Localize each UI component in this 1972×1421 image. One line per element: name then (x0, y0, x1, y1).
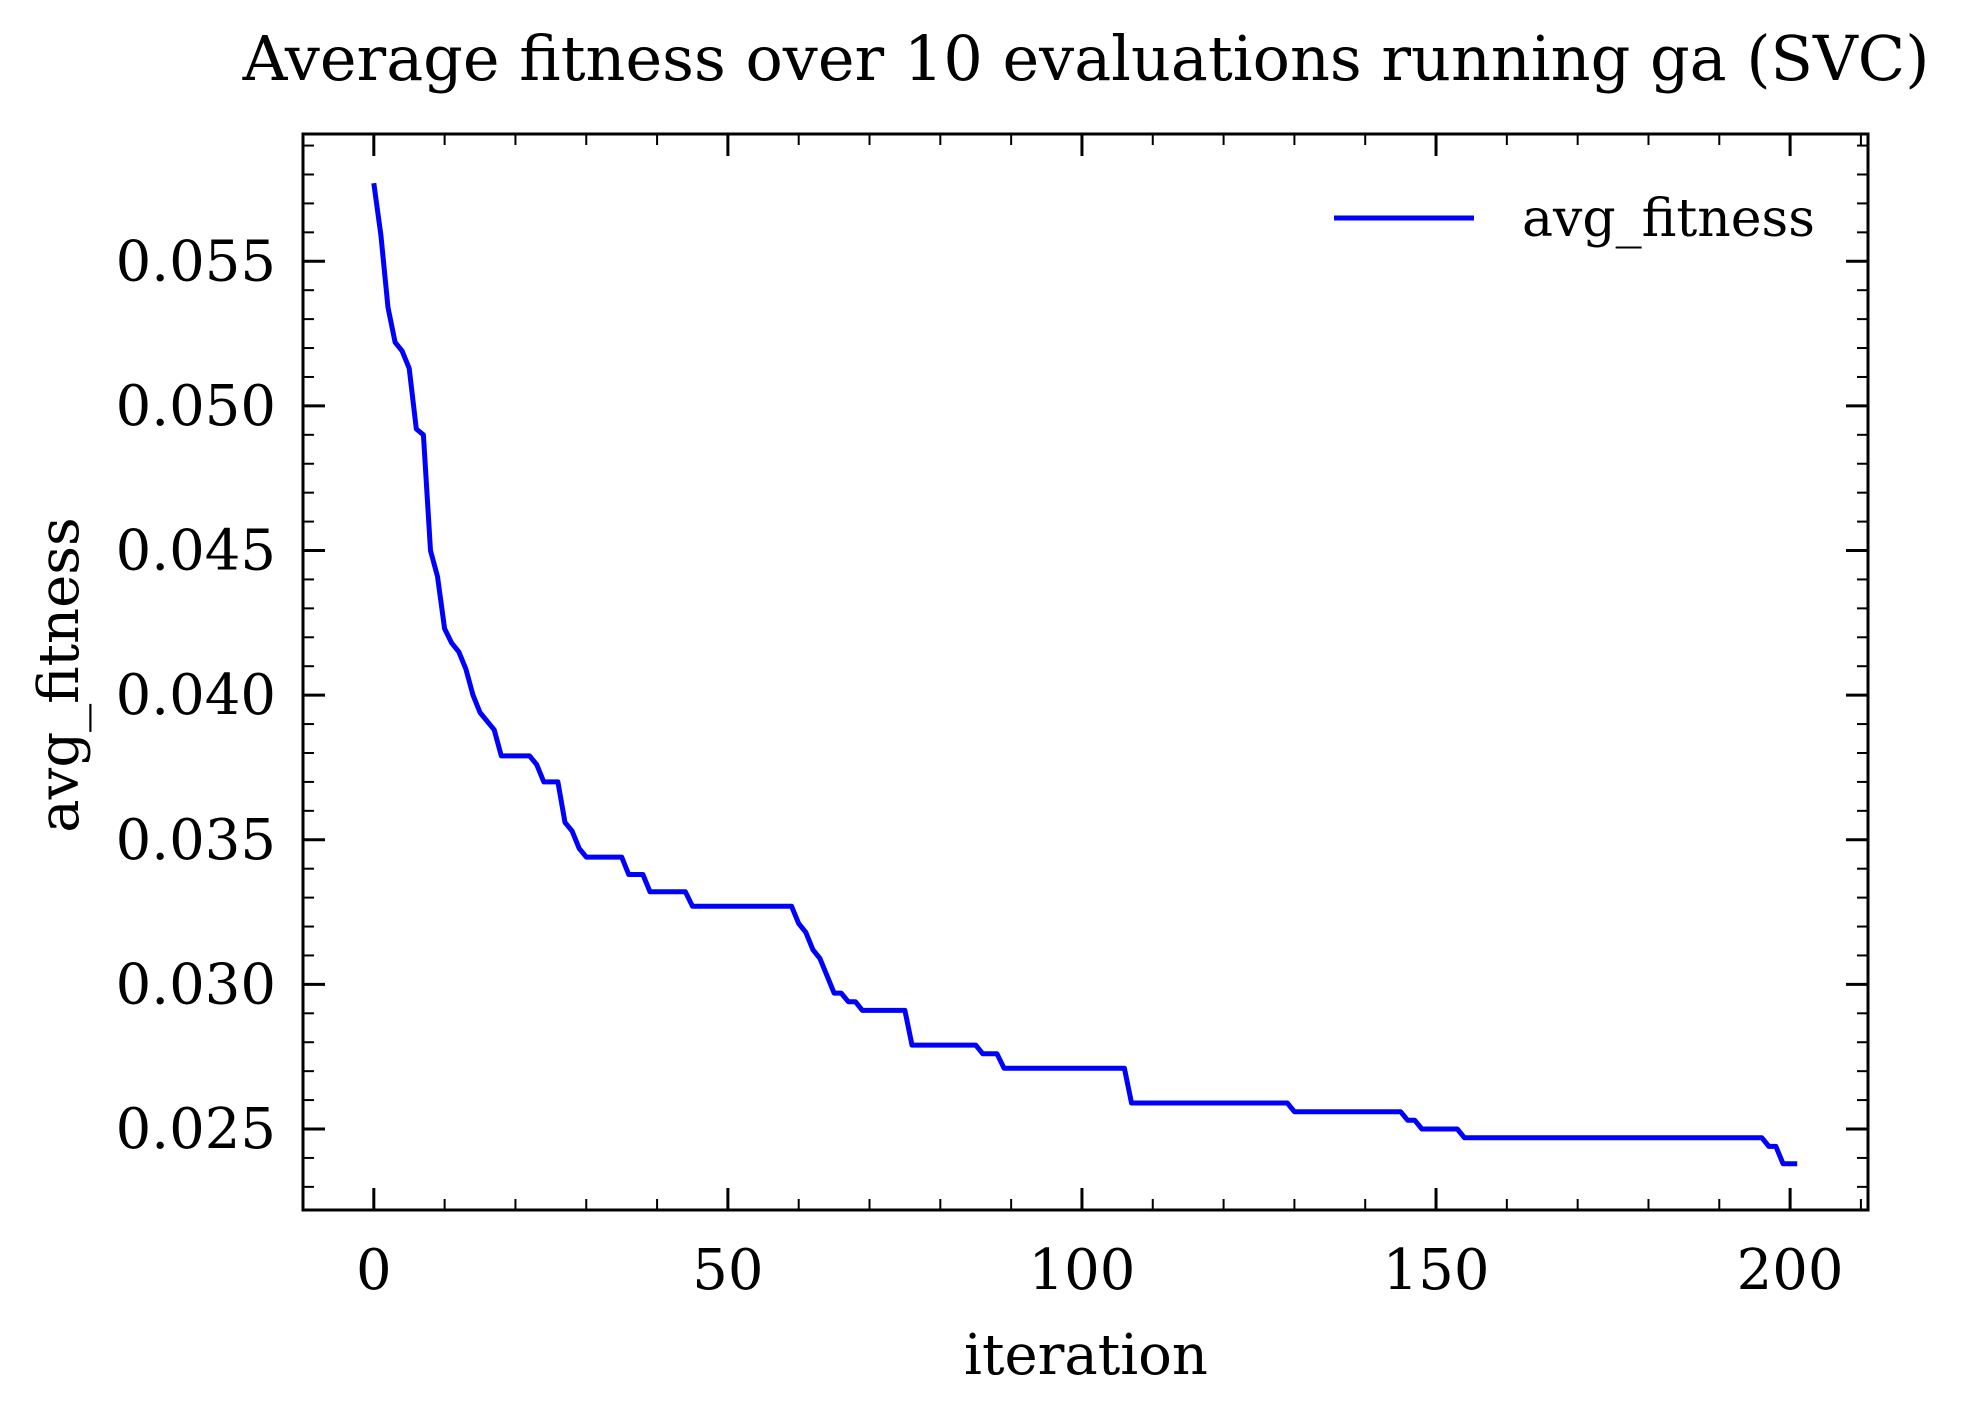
y-tick-label: 0.055 (116, 229, 276, 294)
plot-frame (301, 132, 1870, 1212)
x-axis-label: iteration (964, 1323, 1208, 1388)
y-tick-label: 0.040 (116, 663, 276, 728)
x-tick-label: 150 (1383, 1238, 1490, 1303)
chart-title: Average fitness over 10 evaluations runn… (242, 22, 1930, 95)
x-tick-label: 50 (692, 1238, 763, 1303)
legend-label-avg-fitness: avg_fitness (1522, 189, 1815, 249)
y-tick-label: 0.025 (116, 1097, 276, 1162)
y-tick-label: 0.035 (116, 808, 276, 873)
x-tick-label: 100 (1029, 1238, 1136, 1303)
legend: avg_fitness (1334, 189, 1815, 249)
series-line-avg-fitness (371, 182, 1798, 1167)
y-tick-label: 0.045 (116, 519, 276, 584)
minor-ticks (302, 134, 1868, 1210)
tick-labels: 0 50 100 150 200 0.025 0.030 0.035 0.040 0.045 0.0… (116, 229, 1844, 1303)
y-tick-label: 0.030 (116, 952, 276, 1017)
y-tick-label: 0.050 (116, 374, 276, 439)
x-tick-label: 0 (356, 1238, 392, 1303)
series-layer (371, 182, 1798, 1167)
major-ticks (303, 134, 1868, 1210)
y-axis-label: avg_fitness (27, 517, 92, 832)
x-tick-label: 200 (1737, 1238, 1844, 1303)
